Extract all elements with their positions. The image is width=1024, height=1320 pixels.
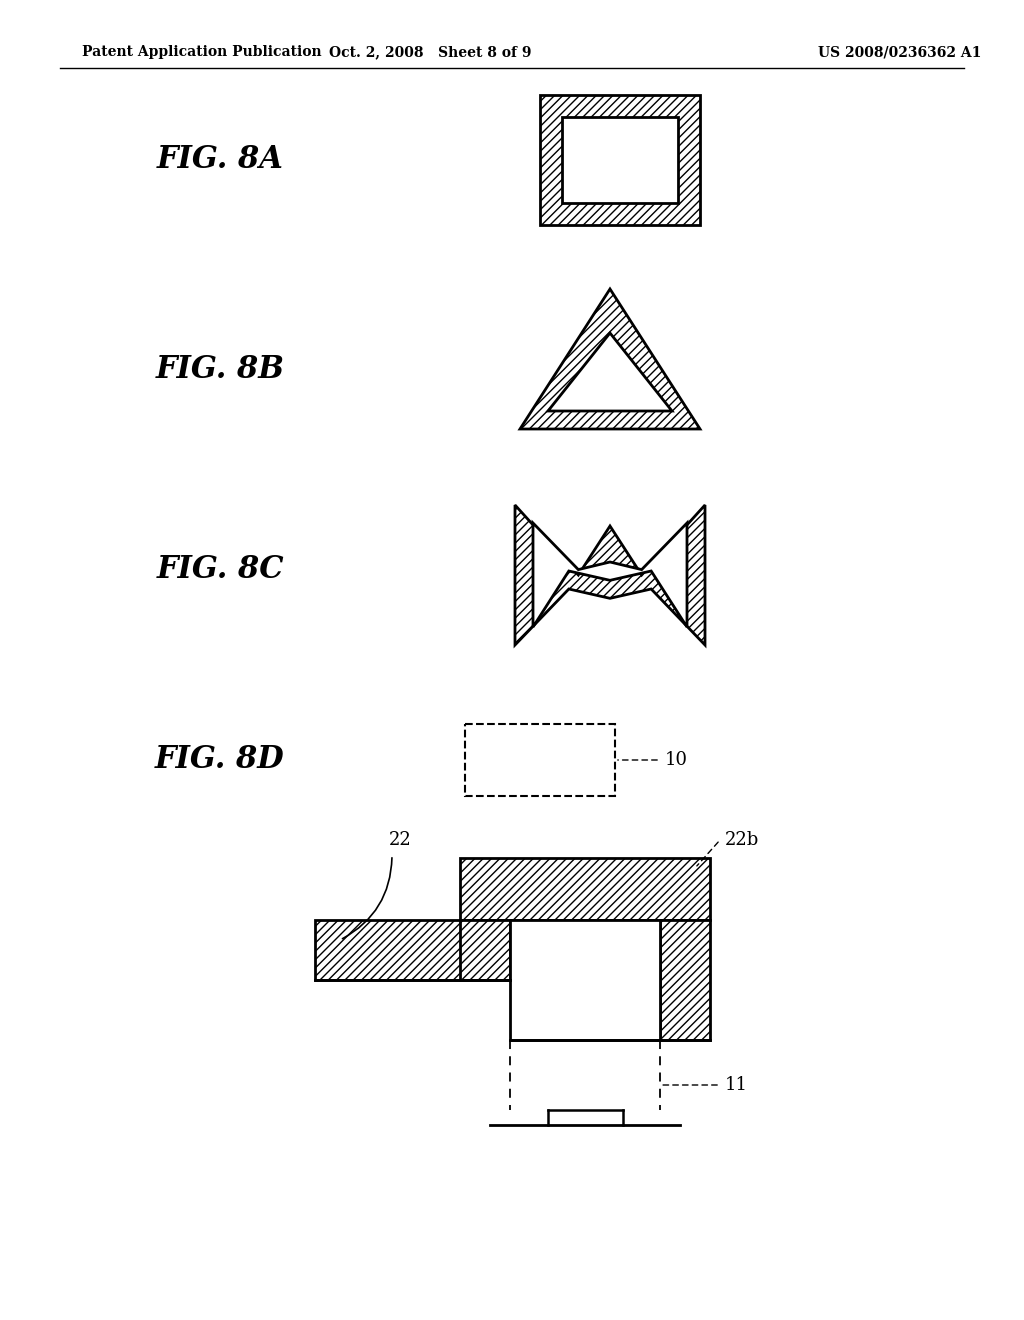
- Bar: [460, 920, 510, 979]
- Bar: [465, 723, 615, 796]
- Text: Oct. 2, 2008   Sheet 8 of 9: Oct. 2, 2008 Sheet 8 of 9: [329, 45, 531, 59]
- Bar: [660, 920, 710, 1040]
- Text: FIG. 8C: FIG. 8C: [157, 554, 284, 586]
- Bar: [540, 95, 700, 224]
- Polygon shape: [520, 289, 700, 429]
- Bar: [315, 920, 510, 979]
- Bar: [562, 117, 678, 203]
- Text: FIG. 8B: FIG. 8B: [156, 355, 285, 385]
- Text: 11: 11: [725, 1076, 748, 1094]
- Text: 22: 22: [389, 832, 412, 849]
- Bar: [510, 920, 660, 1040]
- Text: US 2008/0236362 A1: US 2008/0236362 A1: [818, 45, 982, 59]
- Text: 10: 10: [665, 751, 688, 770]
- Text: 22b: 22b: [725, 832, 759, 849]
- Text: FIG. 8D: FIG. 8D: [155, 744, 285, 776]
- Text: FIG. 8A: FIG. 8A: [157, 144, 284, 176]
- Polygon shape: [548, 333, 672, 411]
- Bar: [460, 858, 710, 920]
- Polygon shape: [515, 506, 705, 645]
- Polygon shape: [534, 523, 687, 627]
- Text: Patent Application Publication: Patent Application Publication: [82, 45, 322, 59]
